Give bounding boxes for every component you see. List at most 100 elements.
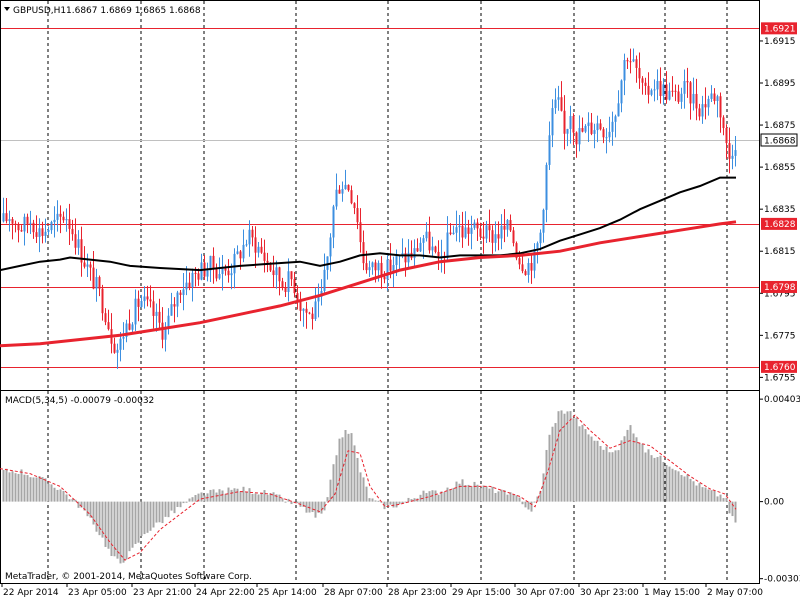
macd-bar [473, 481, 476, 502]
macd-bar [575, 417, 578, 502]
candle-body [575, 132, 578, 145]
macd-bar [77, 501, 80, 508]
candle-body [602, 129, 605, 138]
macd-bar [308, 501, 311, 513]
candle-body [599, 123, 602, 130]
candle-body [407, 252, 410, 263]
macd-bar [215, 492, 218, 502]
macd-bar [656, 457, 659, 502]
candle-body [425, 231, 428, 239]
price-tick-label: 1.6795 [764, 289, 796, 299]
candle-body [47, 230, 50, 232]
macd-bar [218, 489, 221, 502]
macd-bar [671, 468, 674, 502]
macd-bar [149, 501, 152, 531]
candle-body [458, 225, 461, 228]
candle-body [542, 209, 545, 233]
macd-bar [122, 501, 125, 563]
macd-bar [413, 498, 416, 502]
macd-bar [407, 497, 410, 502]
macd-bar [80, 501, 83, 508]
macd-bar [200, 492, 203, 502]
candle-body [692, 93, 695, 104]
macd-bar [284, 501, 287, 503]
candle-body [665, 84, 668, 100]
symbol-dropdown-icon[interactable] [4, 7, 10, 11]
macd-bar [128, 501, 131, 552]
candle-body [71, 228, 74, 235]
candle-body [626, 60, 629, 62]
macd-bar [23, 474, 26, 502]
candle-body [161, 322, 164, 340]
macd-tick-label: 0.00403 [764, 395, 800, 405]
macd-bar [458, 483, 461, 502]
price-tick-label: 1.6775 [764, 331, 796, 341]
candle-body [434, 246, 437, 252]
candle-body [155, 311, 158, 316]
macd-bar [53, 487, 56, 502]
macd-bar [470, 486, 473, 502]
macd-bar [488, 488, 491, 502]
macd-bar [443, 491, 446, 502]
macd-bar [662, 461, 665, 502]
candle-body [551, 108, 554, 136]
candle-body [449, 232, 452, 235]
macd-bar [29, 477, 32, 502]
macd-bar [692, 481, 695, 502]
candle-body [248, 229, 251, 245]
candle-body [428, 231, 431, 251]
candle-body [701, 104, 704, 117]
macd-bar [710, 490, 713, 502]
macd-bar [398, 501, 401, 505]
macd-bar [641, 443, 644, 502]
candle-body [563, 110, 566, 134]
candle-body [572, 116, 575, 133]
macd-bar [725, 497, 728, 502]
macd-bar [512, 494, 515, 502]
candle-body [560, 97, 563, 111]
macd-bar [479, 488, 482, 502]
candle-body [587, 122, 590, 126]
macd-bar [335, 455, 338, 502]
macd-bar [614, 450, 617, 502]
candle-body [260, 246, 263, 253]
candle-body [359, 222, 362, 243]
candle-body [437, 251, 440, 257]
candle-body [212, 255, 215, 270]
candle-body [254, 237, 257, 253]
macd-bar [311, 501, 314, 513]
time-tick-label: 1 May 15:00 [644, 588, 700, 598]
candle-body [44, 231, 47, 236]
macd-bar [449, 489, 452, 502]
macd-bar [626, 429, 629, 502]
macd-bar [485, 486, 488, 502]
candle-body [83, 262, 86, 267]
level-price-label: 1.6921 [764, 24, 796, 34]
macd-bar [524, 501, 527, 508]
candle-body [5, 213, 8, 222]
candle-body [344, 184, 347, 190]
candle-body [290, 271, 293, 280]
macd-bar [50, 484, 53, 502]
candle-body [467, 227, 470, 234]
level-price-tag [761, 217, 797, 230]
candle-body [317, 296, 320, 302]
macd-bar [167, 501, 170, 518]
candle-body [422, 238, 425, 243]
macd-bar [659, 455, 662, 502]
macd-bar [203, 495, 206, 502]
macd-bar [65, 494, 68, 502]
macd-bar [356, 457, 359, 502]
macd-bar [329, 479, 332, 502]
macd-bar [587, 434, 590, 502]
candle-body [101, 288, 104, 314]
time-tick-label: 23 Apr 21:00 [133, 588, 192, 598]
macd-bar [731, 501, 734, 517]
macd-bar [452, 487, 455, 502]
macd-bar [629, 425, 632, 502]
macd-bar [188, 498, 191, 502]
macd-bar [401, 501, 404, 504]
candle-body [209, 255, 212, 271]
macd-bar [689, 478, 692, 502]
candle-body [26, 216, 29, 224]
